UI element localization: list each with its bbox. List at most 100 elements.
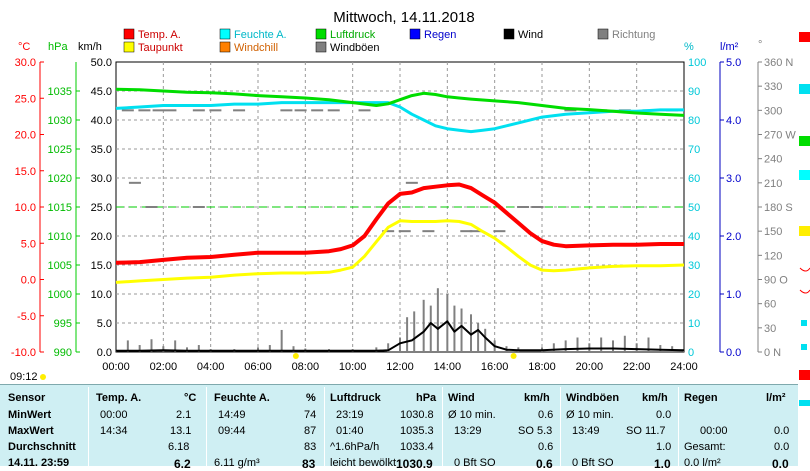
legend-swatch <box>315 28 327 40</box>
pressure-forecast: leicht bewölkt <box>330 457 397 469</box>
humidity-column: Feuchte A. % 14:49 74 09:44 87 83 6.11 g… <box>206 385 324 471</box>
wind-avg-value: 0.6 <box>538 441 554 453</box>
direction-mark <box>233 109 246 112</box>
humidity-tick-label: 20 <box>688 289 700 301</box>
wind-min-value: 0.6 <box>538 409 554 421</box>
temp-tick-label: 0.0 <box>21 275 36 287</box>
weather-chart: Mittwoch, 14.11.2018 Temp. A.Taupunkt Feuc… <box>11 9 796 373</box>
wind-tick-label: 40.0 <box>91 115 112 127</box>
direction-tick-label: 270 W <box>764 130 796 142</box>
pressure-avg-value: 1033.4 <box>400 441 434 453</box>
rain-tick-label: 2.0 <box>726 231 741 243</box>
wind-tick-label: 50.0 <box>91 57 112 69</box>
x-tick-label: 14:00 <box>434 361 462 373</box>
temp-tick-label: 10.0 <box>15 202 36 214</box>
pressure-current-value: 1030.9 <box>396 457 433 471</box>
rain-tick-label: 0.0 <box>726 347 741 359</box>
wind-tick-label: 10.0 <box>91 289 112 301</box>
humidity-tick-label: 100 <box>688 57 706 69</box>
humidity-min-time: 14:49 <box>218 409 246 421</box>
wind-header: Wind <box>448 392 475 404</box>
legend-label: Richtung <box>612 29 655 41</box>
rain-total-value: 0.0 <box>774 441 790 453</box>
pressure-min-time: 23:19 <box>336 409 364 421</box>
wind-avg-label: Ø 10 min. <box>448 409 496 421</box>
temp-header: Temp. A. <box>96 392 142 404</box>
row-label-max: MaxWert <box>8 425 54 437</box>
x-tick-label: 24:00 <box>670 361 698 373</box>
direction-mark <box>152 109 165 112</box>
humidity-tick-label: 80 <box>688 115 700 127</box>
gust-min-value: 0.0 <box>656 409 672 421</box>
direction-tick-label: 330 <box>764 81 782 93</box>
direction-mark <box>128 181 141 184</box>
direction-mark <box>493 230 506 233</box>
wind-unit: km/h <box>524 392 550 404</box>
gust-avg-value: 1.0 <box>656 441 672 453</box>
gust-max-time: 13:49 <box>572 425 600 437</box>
direction-tick-label: 30 <box>764 323 776 335</box>
legend-swatch <box>219 28 231 40</box>
wind-tick-label: 35.0 <box>91 144 112 156</box>
direction-tick-label: 150 <box>764 226 782 238</box>
direction-mark <box>192 109 205 112</box>
legend-swatch <box>219 41 231 53</box>
temp-tick-label: 5.0 <box>21 238 36 250</box>
wind-tick-label: 30.0 <box>91 173 112 185</box>
rain-total-label: Gesamt: <box>684 441 726 453</box>
direction-mark <box>209 109 222 112</box>
humidity-tick-label: 40 <box>688 231 700 243</box>
legend-label: Luftdruck <box>330 29 376 41</box>
humidity-max-value: 87 <box>304 425 317 437</box>
wind-max-time: 13:29 <box>454 425 482 437</box>
direction-mark <box>145 206 158 208</box>
pressure-tick-label: 1025 <box>48 144 72 156</box>
temp-max-value: 13.1 <box>170 425 192 437</box>
humidity-tick-label: 70 <box>688 144 700 156</box>
wind-max-value: SO 5.3 <box>518 425 553 437</box>
direction-mark <box>564 109 577 112</box>
pressure-header: Luftdruck <box>330 392 381 404</box>
gust-beaufort: 0 Bft SO <box>572 457 614 469</box>
rain-column: Regen l/m² 00:00 0.0 Gesamt: 0.0 0.0 l/m… <box>678 385 798 471</box>
legend-label: Windböen <box>330 42 380 54</box>
pressure-tick-label: 990 <box>54 347 72 359</box>
direction-tick-label: 60 <box>764 299 776 311</box>
temp-avg-value: 6.18 <box>168 441 190 453</box>
sunrise-marker <box>292 353 299 359</box>
x-tick-label: 22:00 <box>623 361 651 373</box>
direction-tick-label: 300 <box>764 105 782 117</box>
temp-min-value: 2.1 <box>176 409 192 421</box>
rain-header: Regen <box>684 392 718 404</box>
direction-mark <box>138 109 151 112</box>
row-label-column: Sensor MinWert MaxWert Durchschnitt 14.1… <box>0 385 88 469</box>
direction-mark <box>280 109 293 112</box>
pressure-tick-label: 1010 <box>48 231 72 243</box>
humidity-tick-label: 60 <box>688 173 700 185</box>
wind-tick-label: 20.0 <box>91 231 112 243</box>
humidity-series <box>115 101 684 134</box>
right-edge-strip <box>798 0 810 465</box>
humidity-tick-label: 50 <box>688 202 700 214</box>
x-tick-label: 20:00 <box>576 361 604 373</box>
current-time-marker <box>40 374 46 380</box>
direction-mark <box>531 206 544 208</box>
direction-tick-label: 240 <box>764 154 782 166</box>
pressure-tick-label: 1015 <box>48 202 72 214</box>
pressure-tick-label: 1035 <box>48 86 72 98</box>
gust-header: Windböen <box>566 392 620 404</box>
axis-unit-wind: km/h <box>78 41 102 53</box>
row-label-sensor: Sensor <box>8 392 46 404</box>
direction-mark <box>358 109 371 112</box>
pressure-tick-label: 1030 <box>48 115 72 127</box>
legend-swatch <box>123 41 135 53</box>
pressure-series <box>115 87 685 117</box>
current-time-label: 09:12 <box>10 371 38 383</box>
wind-tick-label: 0.0 <box>97 347 112 359</box>
legend-label: Temp. A. <box>138 29 181 41</box>
temp-current-value: 6.2 <box>174 457 191 471</box>
pressure-unit: hPa <box>416 392 437 404</box>
humidity-avg-value: 83 <box>304 441 317 453</box>
direction-tick-label: 0 N <box>764 347 781 359</box>
legend-swatch <box>409 28 421 40</box>
